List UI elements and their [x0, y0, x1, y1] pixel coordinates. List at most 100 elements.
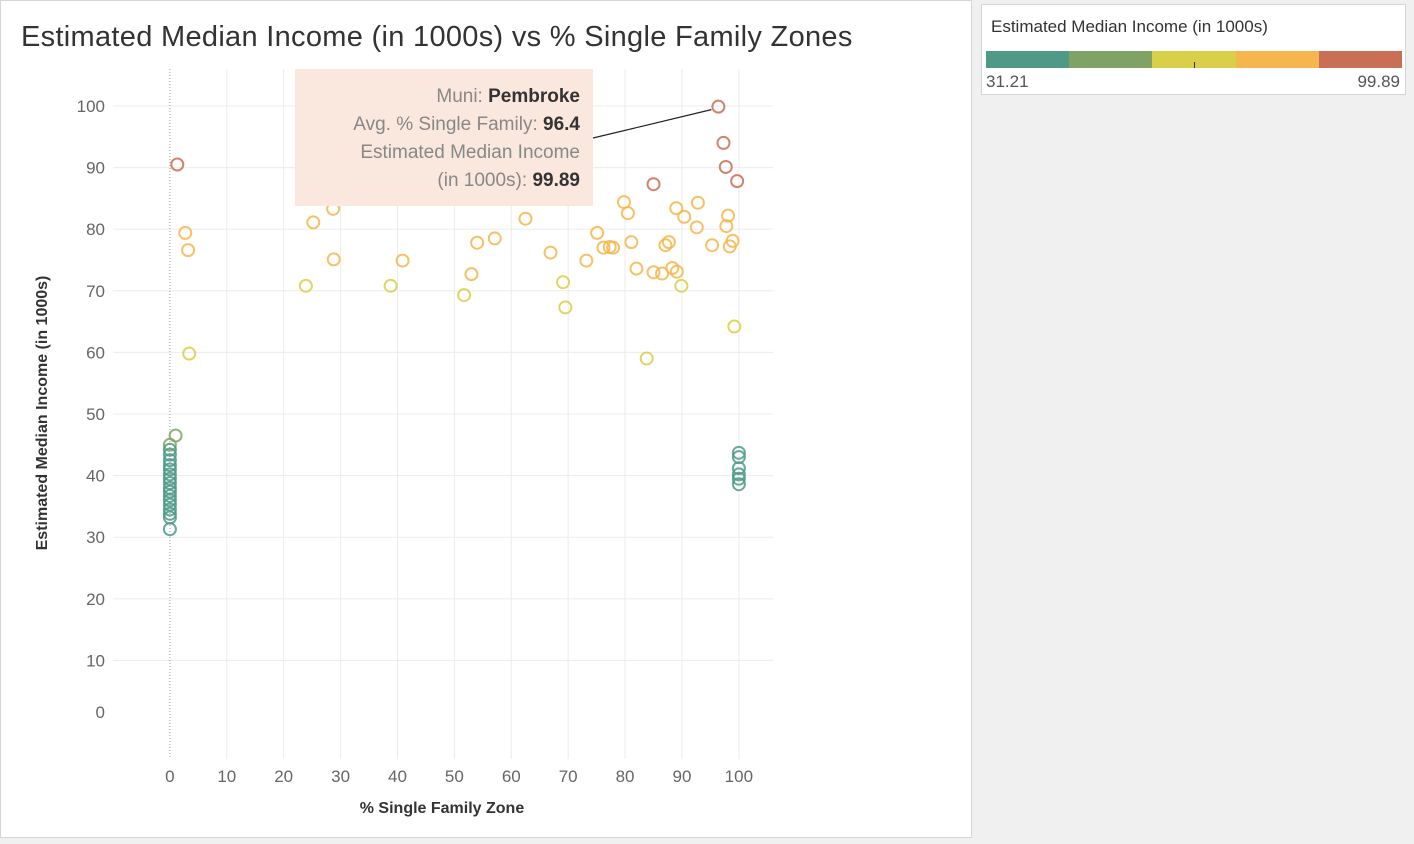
legend-color-ramp[interactable] — [986, 51, 1403, 68]
x-tick-label: 80 — [616, 767, 635, 786]
data-point[interactable] — [661, 235, 676, 250]
legend-min-label: 31.21 — [986, 72, 1029, 91]
data-point[interactable] — [181, 243, 196, 258]
data-point[interactable] — [162, 506, 177, 521]
tooltip-leader-line — [592, 109, 712, 139]
tooltip-muni-row: Muni: Pembroke — [295, 83, 580, 111]
data-point[interactable] — [590, 225, 605, 240]
data-point[interactable] — [470, 235, 485, 250]
data-point[interactable] — [162, 437, 177, 452]
data-point[interactable] — [178, 225, 193, 240]
data-point[interactable] — [306, 215, 321, 230]
color-legend[interactable]: Estimated Median Income (in 1000s) 31.21… — [981, 4, 1406, 95]
data-point[interactable] — [716, 135, 731, 150]
y-axis-title: Estimated Median Income (in 1000s) — [34, 276, 51, 551]
data-point[interactable] — [518, 211, 533, 226]
x-tick-label: 70 — [559, 767, 578, 786]
data-point[interactable] — [383, 278, 398, 293]
data-point[interactable] — [395, 253, 410, 268]
y-tick-label: 30 — [86, 528, 105, 547]
data-point[interactable] — [162, 467, 177, 482]
data-point[interactable] — [556, 275, 571, 290]
data-point[interactable] — [731, 467, 746, 482]
data-point[interactable] — [629, 261, 644, 276]
legend-color-step — [1152, 51, 1236, 68]
highlighted-point[interactable] — [711, 99, 726, 114]
x-tick-label: 50 — [445, 767, 464, 786]
data-point[interactable] — [646, 265, 661, 280]
data-point[interactable] — [162, 447, 177, 462]
legend-color-step — [1069, 51, 1153, 68]
tooltip-muni-label: Muni: — [436, 86, 483, 107]
data-point[interactable] — [721, 208, 736, 223]
y-tick-label: 50 — [86, 405, 105, 424]
data-point[interactable] — [543, 245, 558, 260]
data-point[interactable] — [624, 235, 639, 250]
y-tick-label: 40 — [86, 467, 105, 486]
data-point[interactable] — [677, 209, 692, 224]
data-point[interactable] — [658, 238, 673, 253]
legend-color-step — [1318, 51, 1403, 68]
legend-max-label: 99.89 — [1357, 72, 1400, 91]
tooltip-income-label: Estimated Median Income — [360, 142, 580, 163]
data-point[interactable] — [162, 522, 177, 537]
data-point[interactable] — [731, 471, 746, 486]
data-point[interactable] — [669, 264, 684, 279]
tooltip-income-label-2: (in 1000s): — [437, 170, 528, 191]
data-point[interactable] — [298, 278, 313, 293]
data-points[interactable] — [162, 99, 746, 537]
x-axis-ticks: 0 10 20 30 40 50 60 70 80 90 100 — [165, 767, 753, 786]
data-point[interactable] — [689, 220, 704, 235]
x-tick-label: 100 — [725, 767, 753, 786]
data-point[interactable] — [646, 177, 661, 192]
data-point[interactable] — [669, 201, 684, 216]
x-tick-label: 60 — [502, 767, 521, 786]
data-point[interactable] — [579, 253, 594, 268]
data-point[interactable] — [162, 442, 177, 457]
worksheet: Estimated Median Income (in 1000s) vs % … — [0, 0, 972, 838]
data-point[interactable] — [674, 278, 689, 293]
data-point[interactable] — [326, 252, 341, 267]
legend-title: Estimated Median Income (in 1000s) — [991, 17, 1268, 36]
data-point[interactable] — [727, 319, 742, 334]
x-tick-label: 30 — [331, 767, 350, 786]
legend-marker-tick — [1194, 62, 1195, 68]
data-point[interactable] — [730, 174, 745, 189]
y-tick-label: 0 — [96, 703, 105, 722]
y-tick-label: 20 — [86, 590, 105, 609]
tooltip: Muni: Pembroke Avg. % Single Family: 96.… — [295, 69, 593, 206]
data-point[interactable] — [731, 461, 746, 476]
data-point[interactable] — [162, 502, 177, 517]
data-point[interactable] — [162, 488, 177, 503]
x-tick-label: 20 — [274, 767, 293, 786]
data-point[interactable] — [162, 462, 177, 477]
data-point[interactable] — [182, 346, 197, 361]
data-point[interactable] — [705, 238, 720, 253]
data-point[interactable] — [731, 477, 746, 492]
y-tick-label: 10 — [86, 651, 105, 670]
data-point[interactable] — [690, 195, 705, 210]
data-point[interactable] — [162, 458, 177, 473]
data-point[interactable] — [620, 206, 635, 221]
data-point[interactable] — [719, 219, 734, 234]
data-point[interactable] — [162, 453, 177, 468]
data-point[interactable] — [464, 267, 479, 282]
data-point[interactable] — [170, 157, 185, 172]
data-point[interactable] — [731, 445, 746, 460]
data-point[interactable] — [725, 233, 740, 248]
data-point[interactable] — [596, 240, 611, 255]
x-tick-label: 40 — [388, 767, 407, 786]
tooltip-sf-value: 96.4 — [543, 114, 580, 135]
data-point[interactable] — [558, 300, 573, 315]
data-point[interactable] — [639, 351, 654, 366]
legend-color-step — [1235, 51, 1319, 68]
y-tick-label: 100 — [77, 97, 105, 116]
data-point[interactable] — [487, 231, 502, 246]
x-tick-label: 10 — [217, 767, 236, 786]
data-point[interactable] — [457, 288, 472, 303]
tooltip-income-row: (in 1000s): 99.89 — [295, 167, 580, 195]
data-point[interactable] — [606, 240, 621, 255]
data-point[interactable] — [718, 159, 733, 174]
y-tick-label: 70 — [86, 282, 105, 301]
data-point[interactable] — [162, 493, 177, 508]
